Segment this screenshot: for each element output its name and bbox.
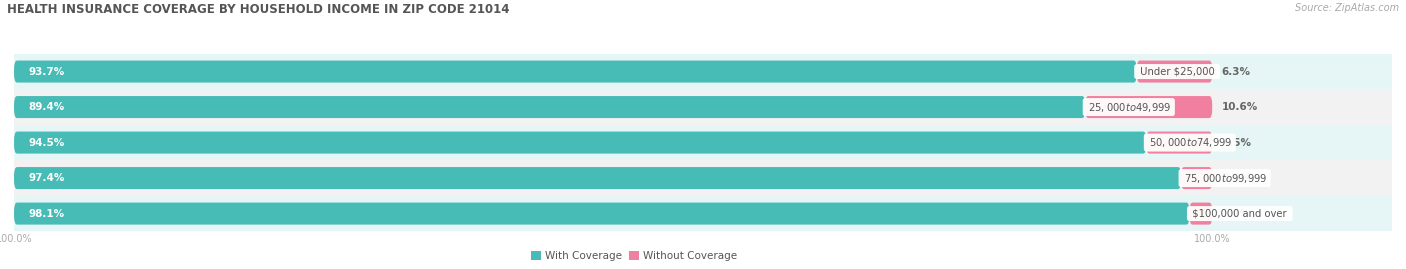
Bar <box>14 196 1392 231</box>
Text: 93.7%: 93.7% <box>28 66 65 77</box>
Text: 97.4%: 97.4% <box>28 173 65 183</box>
Text: Under $25,000: Under $25,000 <box>1136 66 1218 77</box>
Text: Source: ZipAtlas.com: Source: ZipAtlas.com <box>1295 3 1399 13</box>
Text: HEALTH INSURANCE COVERAGE BY HOUSEHOLD INCOME IN ZIP CODE 21014: HEALTH INSURANCE COVERAGE BY HOUSEHOLD I… <box>7 3 509 16</box>
Text: $50,000 to $74,999: $50,000 to $74,999 <box>1146 136 1233 149</box>
FancyBboxPatch shape <box>1085 96 1212 118</box>
FancyBboxPatch shape <box>1181 167 1212 189</box>
FancyBboxPatch shape <box>1146 132 1212 154</box>
Text: 6.3%: 6.3% <box>1222 66 1251 77</box>
Text: $25,000 to $49,999: $25,000 to $49,999 <box>1085 101 1173 114</box>
FancyBboxPatch shape <box>14 61 1136 83</box>
FancyBboxPatch shape <box>1136 61 1212 83</box>
Bar <box>14 89 1392 125</box>
Legend: With Coverage, Without Coverage: With Coverage, Without Coverage <box>527 247 741 265</box>
Text: 5.5%: 5.5% <box>1222 137 1251 148</box>
Text: 1.9%: 1.9% <box>1222 208 1251 219</box>
Text: $75,000 to $99,999: $75,000 to $99,999 <box>1181 172 1268 185</box>
Text: 2.6%: 2.6% <box>1222 173 1251 183</box>
Text: 89.4%: 89.4% <box>28 102 65 112</box>
Text: 98.1%: 98.1% <box>28 208 65 219</box>
Text: 10.6%: 10.6% <box>1222 102 1258 112</box>
FancyBboxPatch shape <box>14 96 1085 118</box>
FancyBboxPatch shape <box>14 203 1189 225</box>
Bar <box>14 54 1392 89</box>
Bar <box>14 160 1392 196</box>
Text: $100,000 and over: $100,000 and over <box>1189 208 1291 219</box>
FancyBboxPatch shape <box>1189 203 1212 225</box>
Text: 94.5%: 94.5% <box>28 137 65 148</box>
Bar <box>14 125 1392 160</box>
FancyBboxPatch shape <box>14 132 1146 154</box>
FancyBboxPatch shape <box>14 167 1181 189</box>
